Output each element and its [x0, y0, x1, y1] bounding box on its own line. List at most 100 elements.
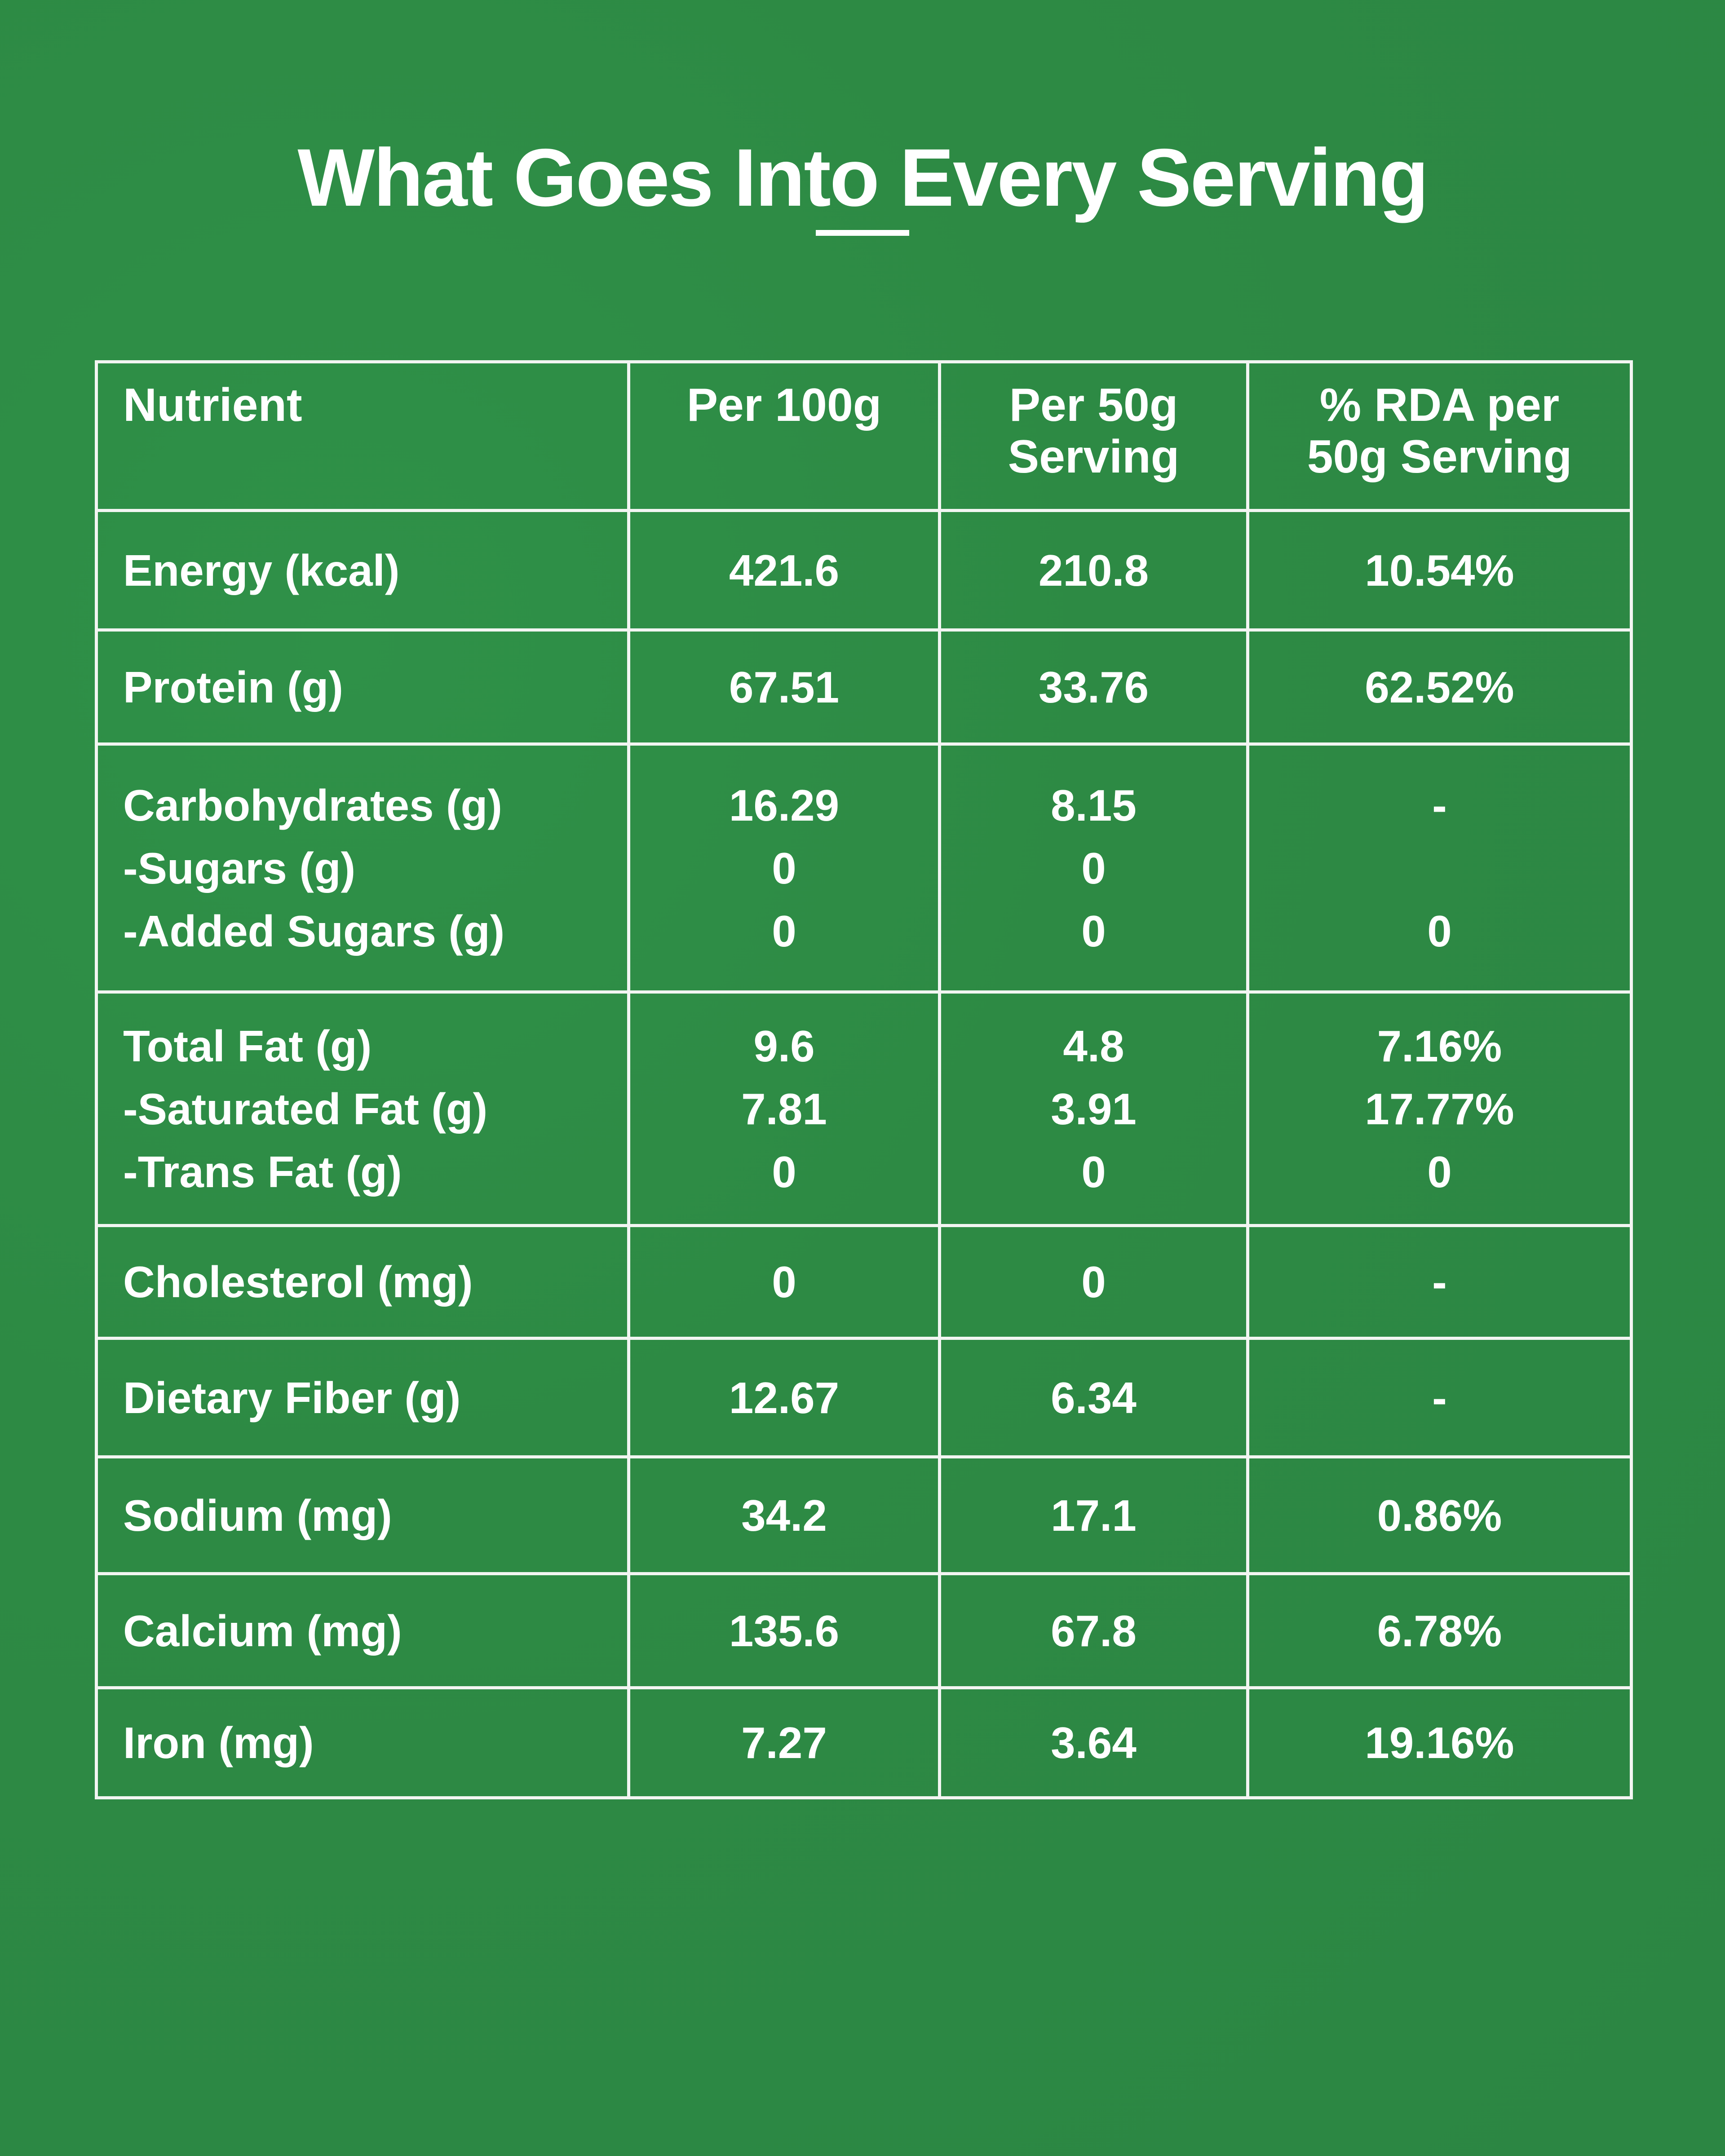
cell-line: 7.81	[741, 1084, 827, 1134]
cell-line: 0	[772, 906, 796, 956]
cell-line: 0	[772, 1147, 796, 1197]
header-row: Nutrient Per 100g Per 50g Serving % RDA …	[95, 360, 1633, 512]
cell-per-50g: 33.76	[938, 628, 1249, 746]
cell-line: 19.16%	[1365, 1718, 1514, 1767]
cell-line: 7.16%	[1377, 1021, 1502, 1071]
table-row: Calcium (mg) 135.6 67.8 6.78%	[95, 1572, 1633, 1689]
cell-nutrient: Dietary Fiber (g)	[95, 1337, 630, 1458]
cell-line: 7.27	[741, 1718, 827, 1767]
cell-rda: 19.16%	[1246, 1686, 1633, 1799]
cell-line: Iron (mg)	[123, 1718, 314, 1767]
cell-line: -Sugars (g)	[123, 843, 356, 893]
cell-line: 0	[1081, 1147, 1106, 1197]
cell-line: 6.34	[1051, 1373, 1137, 1423]
cell-per-50g: 210.8	[938, 509, 1249, 632]
cell-line: 0	[1427, 906, 1452, 956]
cell-line: 3.91	[1051, 1084, 1137, 1134]
cell-line: 210.8	[1038, 545, 1149, 595]
table-row: Sodium (mg) 34.2 17.1 0.86%	[95, 1455, 1633, 1575]
cell-rda: -	[1246, 1224, 1633, 1340]
cell-line: 12.67	[729, 1373, 840, 1423]
nutrition-table: Nutrient Per 100g Per 50g Serving % RDA …	[95, 360, 1633, 1799]
cell-per-100g: 7.27	[627, 1686, 941, 1799]
cell-nutrient: Total Fat (g) -Saturated Fat (g) -Trans Fa…	[95, 990, 630, 1227]
cell-per-100g: 0	[627, 1224, 941, 1340]
cell-line: Protein (g)	[123, 662, 343, 712]
cell-line: Cholesterol (mg)	[123, 1257, 473, 1307]
cell-line: 0.86%	[1377, 1490, 1502, 1540]
cell-line: 4.8	[1063, 1021, 1124, 1071]
table-body: Energy (kcal) 421.6 210.8 10.54% Protein (g)…	[95, 509, 1633, 1799]
cell-per-100g: 67.51	[627, 628, 941, 746]
cell-line: Total Fat (g)	[123, 1021, 372, 1071]
cell-rda: -	[1246, 1337, 1633, 1458]
cell-per-100g: 34.2	[627, 1455, 941, 1575]
cell-line: 67.51	[729, 662, 840, 712]
cell-nutrient: Carbohydrates (g) -Sugars (g) -Added Sugar…	[95, 742, 630, 994]
cell-line: Calcium (mg)	[123, 1606, 402, 1656]
cell-per-50g: 67.8	[938, 1572, 1249, 1689]
title-underline	[816, 230, 909, 236]
cell-rda: 0.86%	[1246, 1455, 1633, 1575]
cell-per-50g: 17.1	[938, 1455, 1249, 1575]
table-row: Cholesterol (mg) 0 0 -	[95, 1224, 1633, 1340]
table-row: Protein (g) 67.51 33.76 62.52%	[95, 628, 1633, 746]
cell-per-50g: 8.15 0 0	[938, 742, 1249, 994]
cell-line: -	[1432, 1257, 1447, 1307]
table-row: Carbohydrates (g) -Sugars (g) -Added Sugar…	[95, 742, 1633, 994]
cell-line: 67.8	[1051, 1606, 1137, 1656]
cell-line: 0	[1081, 1257, 1106, 1307]
cell-per-50g: 4.8 3.91 0	[938, 990, 1249, 1227]
cell-nutrient: Sodium (mg)	[95, 1455, 630, 1575]
cell-per-50g: 0	[938, 1224, 1249, 1340]
page-title: What Goes Into Every Serving	[297, 132, 1429, 223]
cell-line: 34.2	[741, 1490, 827, 1540]
header-per-50g: Per 50g Serving	[938, 360, 1249, 512]
cell-line: -	[1432, 1373, 1447, 1423]
cell-rda: 6.78%	[1246, 1572, 1633, 1689]
cell-line: Energy (kcal)	[123, 545, 400, 595]
cell-line: 6.78%	[1377, 1606, 1502, 1656]
header-per-100g: Per 100g	[627, 360, 941, 512]
cell-line: -Trans Fat (g)	[123, 1147, 402, 1197]
cell-nutrient: Calcium (mg)	[95, 1572, 630, 1689]
cell-line: Sodium (mg)	[123, 1490, 392, 1540]
cell-rda: 62.52%	[1246, 628, 1633, 746]
cell-per-100g: 12.67	[627, 1337, 941, 1458]
cell-line: -Added Sugars (g)	[123, 906, 505, 956]
cell-line: 9.6	[753, 1021, 815, 1071]
cell-nutrient: Protein (g)	[95, 628, 630, 746]
cell-rda: 10.54%	[1246, 509, 1633, 632]
cell-line: -Saturated Fat (g)	[123, 1084, 488, 1134]
cell-per-100g: 421.6	[627, 509, 941, 632]
cell-nutrient: Iron (mg)	[95, 1686, 630, 1799]
cell-per-50g: 3.64	[938, 1686, 1249, 1799]
table-row: Dietary Fiber (g) 12.67 6.34 -	[95, 1337, 1633, 1458]
header-nutrient: Nutrient	[95, 360, 630, 512]
cell-line: 17.1	[1051, 1490, 1137, 1540]
cell-per-100g: 135.6	[627, 1572, 941, 1689]
cell-line: 0	[1081, 906, 1106, 956]
cell-line	[1274, 837, 1605, 900]
cell-rda: -0	[1246, 742, 1633, 994]
header-rda: % RDA per 50g Serving	[1246, 360, 1633, 512]
cell-line: -	[1432, 780, 1447, 830]
cell-per-100g: 9.6 7.81 0	[627, 990, 941, 1227]
cell-line: 33.76	[1038, 662, 1149, 712]
table-row: Iron (mg) 7.27 3.64 19.16%	[95, 1686, 1633, 1799]
cell-line: Dietary Fiber (g)	[123, 1373, 461, 1423]
cell-line: 3.64	[1051, 1718, 1137, 1767]
cell-nutrient: Cholesterol (mg)	[95, 1224, 630, 1340]
cell-rda: 7.16% 17.77% 0	[1246, 990, 1633, 1227]
cell-line: 0	[1081, 843, 1106, 893]
cell-nutrient: Energy (kcal)	[95, 509, 630, 632]
cell-line: 16.29	[729, 780, 840, 830]
cell-line: 421.6	[729, 545, 840, 595]
cell-line: 8.15	[1051, 780, 1137, 830]
cell-line: 10.54%	[1365, 545, 1514, 595]
cell-line: 0	[772, 1257, 796, 1307]
cell-line: 62.52%	[1365, 662, 1514, 712]
cell-per-100g: 16.29 0 0	[627, 742, 941, 994]
cell-line: 0	[772, 843, 796, 893]
cell-line: 17.77%	[1365, 1084, 1514, 1134]
